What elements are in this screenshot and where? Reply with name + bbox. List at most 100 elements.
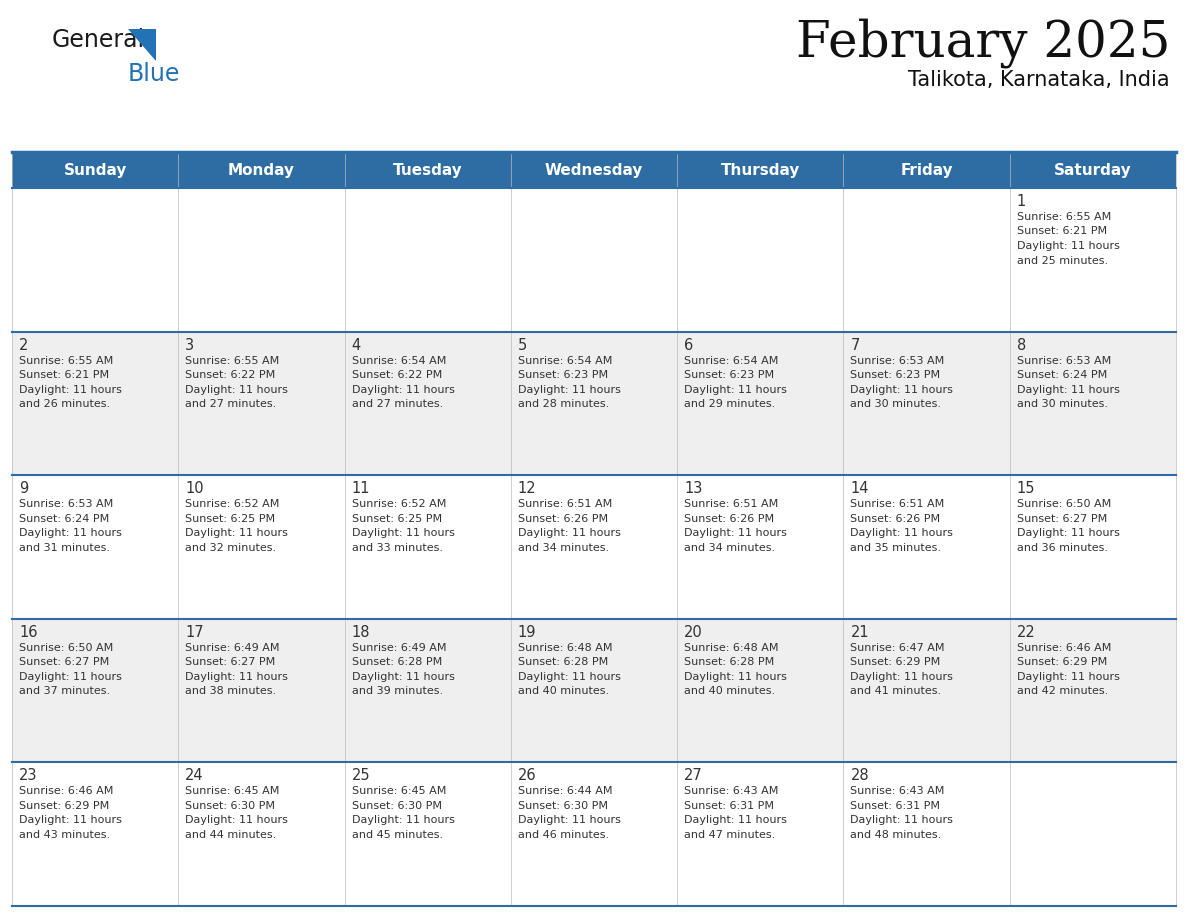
- Text: Sunrise: 6:52 AM: Sunrise: 6:52 AM: [185, 499, 279, 509]
- Text: and 47 minutes.: and 47 minutes.: [684, 830, 776, 840]
- Text: and 34 minutes.: and 34 minutes.: [518, 543, 609, 553]
- Text: Sunrise: 6:50 AM: Sunrise: 6:50 AM: [19, 643, 113, 653]
- Text: and 35 minutes.: and 35 minutes.: [851, 543, 941, 553]
- Text: Sunrise: 6:47 AM: Sunrise: 6:47 AM: [851, 643, 944, 653]
- Text: Sunset: 6:28 PM: Sunset: 6:28 PM: [684, 657, 775, 667]
- Text: Daylight: 11 hours: Daylight: 11 hours: [684, 672, 786, 682]
- Text: Sunrise: 6:55 AM: Sunrise: 6:55 AM: [185, 355, 279, 365]
- Text: and 26 minutes.: and 26 minutes.: [19, 399, 110, 409]
- Text: and 30 minutes.: and 30 minutes.: [1017, 399, 1107, 409]
- Text: Sunset: 6:29 PM: Sunset: 6:29 PM: [851, 657, 941, 667]
- Text: 8: 8: [1017, 338, 1026, 353]
- Text: 15: 15: [1017, 481, 1035, 497]
- Text: Sunrise: 6:46 AM: Sunrise: 6:46 AM: [19, 787, 113, 797]
- Text: Daylight: 11 hours: Daylight: 11 hours: [185, 385, 289, 395]
- Polygon shape: [128, 29, 156, 61]
- Text: 16: 16: [19, 625, 38, 640]
- Text: Blue: Blue: [128, 62, 181, 86]
- Text: 4: 4: [352, 338, 361, 353]
- Text: 5: 5: [518, 338, 527, 353]
- Text: Sunrise: 6:51 AM: Sunrise: 6:51 AM: [518, 499, 612, 509]
- Text: and 32 minutes.: and 32 minutes.: [185, 543, 277, 553]
- Text: Sunset: 6:31 PM: Sunset: 6:31 PM: [851, 800, 941, 811]
- Text: Sunset: 6:21 PM: Sunset: 6:21 PM: [1017, 227, 1107, 237]
- Text: Sunrise: 6:49 AM: Sunrise: 6:49 AM: [185, 643, 280, 653]
- Text: Sunrise: 6:53 AM: Sunrise: 6:53 AM: [1017, 355, 1111, 365]
- Text: 21: 21: [851, 625, 870, 640]
- Text: Sunrise: 6:55 AM: Sunrise: 6:55 AM: [19, 355, 113, 365]
- Text: and 40 minutes.: and 40 minutes.: [518, 687, 609, 696]
- Text: 17: 17: [185, 625, 204, 640]
- Text: Sunset: 6:28 PM: Sunset: 6:28 PM: [518, 657, 608, 667]
- Text: Thursday: Thursday: [721, 162, 800, 177]
- Text: and 31 minutes.: and 31 minutes.: [19, 543, 110, 553]
- Text: Daylight: 11 hours: Daylight: 11 hours: [19, 672, 122, 682]
- Text: Daylight: 11 hours: Daylight: 11 hours: [684, 815, 786, 825]
- Text: Friday: Friday: [901, 162, 953, 177]
- Text: 9: 9: [19, 481, 29, 497]
- Text: Sunrise: 6:53 AM: Sunrise: 6:53 AM: [19, 499, 113, 509]
- Text: Daylight: 11 hours: Daylight: 11 hours: [851, 528, 953, 538]
- Text: and 29 minutes.: and 29 minutes.: [684, 399, 776, 409]
- Text: Sunrise: 6:48 AM: Sunrise: 6:48 AM: [518, 643, 612, 653]
- Text: and 44 minutes.: and 44 minutes.: [185, 830, 277, 840]
- Text: 12: 12: [518, 481, 537, 497]
- Text: Wednesday: Wednesday: [545, 162, 643, 177]
- Text: Daylight: 11 hours: Daylight: 11 hours: [518, 672, 621, 682]
- Text: Daylight: 11 hours: Daylight: 11 hours: [1017, 385, 1119, 395]
- Text: Tuesday: Tuesday: [393, 162, 462, 177]
- Bar: [12, 476, 1176, 619]
- Text: Monday: Monday: [228, 162, 295, 177]
- Text: and 41 minutes.: and 41 minutes.: [851, 687, 942, 696]
- Text: Sunrise: 6:53 AM: Sunrise: 6:53 AM: [851, 355, 944, 365]
- Text: Sunrise: 6:43 AM: Sunrise: 6:43 AM: [851, 787, 944, 797]
- Text: Sunset: 6:25 PM: Sunset: 6:25 PM: [352, 514, 442, 523]
- Text: Daylight: 11 hours: Daylight: 11 hours: [1017, 528, 1119, 538]
- Text: and 27 minutes.: and 27 minutes.: [352, 399, 443, 409]
- Text: Sunrise: 6:49 AM: Sunrise: 6:49 AM: [352, 643, 446, 653]
- Text: Sunrise: 6:51 AM: Sunrise: 6:51 AM: [684, 499, 778, 509]
- Text: Sunset: 6:26 PM: Sunset: 6:26 PM: [518, 514, 608, 523]
- Text: and 45 minutes.: and 45 minutes.: [352, 830, 443, 840]
- Bar: [12, 763, 1176, 906]
- Text: February 2025: February 2025: [796, 18, 1170, 68]
- Text: Daylight: 11 hours: Daylight: 11 hours: [518, 528, 621, 538]
- Text: 26: 26: [518, 768, 537, 783]
- Text: Daylight: 11 hours: Daylight: 11 hours: [185, 672, 289, 682]
- Text: and 39 minutes.: and 39 minutes.: [352, 687, 443, 696]
- Text: Sunset: 6:22 PM: Sunset: 6:22 PM: [352, 370, 442, 380]
- Text: Daylight: 11 hours: Daylight: 11 hours: [851, 672, 953, 682]
- Text: Daylight: 11 hours: Daylight: 11 hours: [19, 385, 122, 395]
- Text: and 42 minutes.: and 42 minutes.: [1017, 687, 1108, 696]
- Text: Sunset: 6:31 PM: Sunset: 6:31 PM: [684, 800, 775, 811]
- Text: 2: 2: [19, 338, 29, 353]
- Text: 13: 13: [684, 481, 702, 497]
- Text: Sunrise: 6:52 AM: Sunrise: 6:52 AM: [352, 499, 446, 509]
- Text: 1: 1: [1017, 194, 1026, 209]
- Text: Daylight: 11 hours: Daylight: 11 hours: [518, 385, 621, 395]
- Text: 14: 14: [851, 481, 868, 497]
- Text: Sunrise: 6:54 AM: Sunrise: 6:54 AM: [518, 355, 612, 365]
- Text: and 25 minutes.: and 25 minutes.: [1017, 255, 1108, 265]
- Text: Sunrise: 6:54 AM: Sunrise: 6:54 AM: [684, 355, 778, 365]
- Text: Sunset: 6:30 PM: Sunset: 6:30 PM: [352, 800, 442, 811]
- Text: Daylight: 11 hours: Daylight: 11 hours: [851, 815, 953, 825]
- Bar: [12, 619, 1176, 763]
- Text: Sunrise: 6:45 AM: Sunrise: 6:45 AM: [352, 787, 446, 797]
- Text: 20: 20: [684, 625, 703, 640]
- Bar: [12, 152, 1176, 188]
- Text: 27: 27: [684, 768, 703, 783]
- Text: Daylight: 11 hours: Daylight: 11 hours: [185, 528, 289, 538]
- Text: Sunrise: 6:46 AM: Sunrise: 6:46 AM: [1017, 643, 1111, 653]
- Text: Sunset: 6:25 PM: Sunset: 6:25 PM: [185, 514, 276, 523]
- Text: 22: 22: [1017, 625, 1036, 640]
- Text: 6: 6: [684, 338, 694, 353]
- Text: Talikota, Karnataka, India: Talikota, Karnataka, India: [909, 70, 1170, 90]
- Bar: [12, 331, 1176, 476]
- Text: 3: 3: [185, 338, 195, 353]
- Text: Daylight: 11 hours: Daylight: 11 hours: [1017, 241, 1119, 251]
- Text: and 48 minutes.: and 48 minutes.: [851, 830, 942, 840]
- Text: Sunrise: 6:45 AM: Sunrise: 6:45 AM: [185, 787, 279, 797]
- Text: Sunset: 6:21 PM: Sunset: 6:21 PM: [19, 370, 109, 380]
- Text: Daylight: 11 hours: Daylight: 11 hours: [19, 528, 122, 538]
